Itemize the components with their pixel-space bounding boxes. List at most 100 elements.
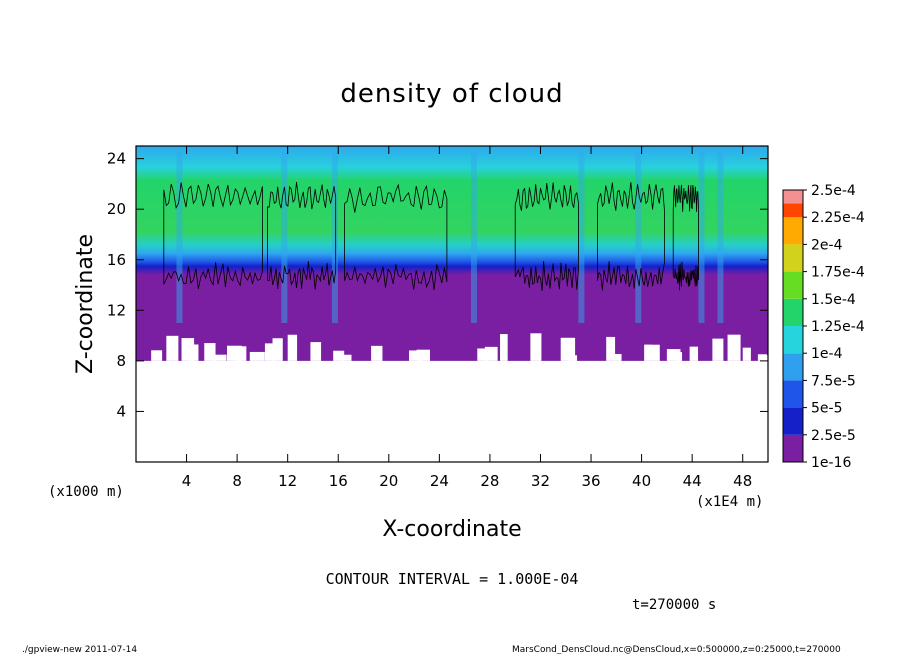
density-streak [470,152,477,323]
colorbar-label: 1e-4 [811,346,843,362]
y-unit-label: (x1000 m) [48,484,124,500]
colorbar-label: 1.25e-4 [811,319,865,335]
colorbar-swatch [783,326,803,354]
cloud-gap [477,348,488,361]
cloud-gap [211,354,227,361]
plot-area [136,146,768,462]
contour-line [597,182,665,291]
colorbar-label: 1.75e-4 [811,265,865,281]
colorbar-swatch [783,434,803,462]
colorbar-swatch [783,217,803,245]
cloud-gap [712,338,724,361]
y-tick-label: 4 [116,402,126,420]
cloud-gap [674,352,683,361]
cloud-gap [333,350,345,361]
footer-right: MarsCond_DensCloud.nc@DensCloud,x=0:5000… [512,645,841,654]
contour-line [514,182,579,291]
cloud-gap [204,343,216,361]
cloud-gap [757,354,767,361]
cloud-gap [742,347,751,361]
colorbar-swatch [783,353,803,381]
cloud-gap [644,344,653,361]
cloud-gap [765,355,768,361]
cloud-gap [287,334,298,361]
colorbar-swatch [783,271,803,299]
contour-line [267,181,337,290]
contour-line [344,183,448,291]
y-axis-ticks: 4 8 12 16 20 24 [107,150,768,420]
density-streak [331,152,338,323]
density-streak [176,152,183,323]
cloud-gap [613,353,622,361]
x-tick-label: 36 [581,472,600,490]
plot-frame [135,145,769,463]
footer-left: ./gpview-new 2011-07-14 [22,645,137,654]
y-tick-label: 20 [107,200,126,218]
x-tick-label: 20 [379,472,398,490]
colorbar-label: 2.25e-4 [811,210,865,226]
cloud-gap [560,337,576,361]
colorbar-swatch [783,407,803,435]
colorbar-label: 2.5e-4 [811,183,856,199]
colorbar-label: 2e-4 [811,237,843,253]
cloud-gap [606,336,616,361]
cloud-gap [340,354,352,361]
x-axis-ticks: 4 8 12 16 20 24 28 32 36 40 44 48 [182,146,752,490]
y-axis-label: Z-coordinate [73,234,98,374]
x-tick-label: 8 [232,472,242,490]
x-tick-label: 48 [733,472,752,490]
colorbar-swatch [783,190,803,204]
cloud-gap [310,342,322,361]
colorbar-swatch [783,298,803,326]
cloud-gap [189,344,199,361]
y-tick-label: 24 [107,150,126,168]
density-streak [698,152,705,323]
x-tick-label: 40 [632,472,651,490]
colorbar-label: 1e-16 [811,455,851,471]
x-unit-label: (x1E4 m) [696,494,763,510]
x-tick-label: 16 [329,472,348,490]
y-tick-label: 16 [107,251,126,269]
x-axis-label: X-coordinate [382,517,521,542]
chart-title: density of cloud [340,79,563,109]
cloud-gap [500,334,508,361]
time-label: t=270000 s [632,597,716,613]
density-streak [717,152,724,323]
x-tick-label: 32 [531,472,550,490]
cloud-gap [249,351,265,361]
cloud-gap [530,333,542,361]
colorbar-label: 7.5e-5 [811,373,856,389]
y-tick-label: 8 [116,352,126,370]
cloud-gap [689,346,699,361]
colorbar-label: 2.5e-5 [811,428,856,444]
x-tick-label: 44 [683,472,702,490]
cloud-gap [234,346,247,361]
cloud-gap [568,355,578,361]
contour-line [672,184,699,291]
colorbar-label: 1.5e-4 [811,292,856,308]
cloud-gap [666,349,681,361]
density-streak [578,152,585,323]
cloud-gap [272,338,283,361]
contour-lines [163,181,699,291]
cloud-gap [371,345,383,361]
cloud-gap [727,334,741,361]
density-streak [635,152,642,323]
x-tick-label: 24 [430,472,449,490]
cloud-gap [484,346,498,361]
colorbar-swatch [783,244,803,272]
cloud-gap [264,343,276,361]
x-tick-label: 28 [480,472,499,490]
colorbar-label: 5e-5 [811,401,842,417]
cloud-layer [136,146,768,361]
cloud-gap [151,350,163,361]
density-field [136,146,768,361]
colorbar-swatch [783,380,803,408]
x-tick-label: 4 [182,472,192,490]
contour-line [163,182,263,289]
cloud-gap [651,344,660,361]
y-tick-label: 12 [107,301,126,319]
cloud-gap [166,335,179,361]
cloud-gap [409,350,423,361]
